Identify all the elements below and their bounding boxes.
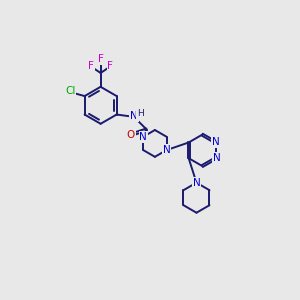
Text: F: F xyxy=(88,61,94,71)
Text: Cl: Cl xyxy=(65,86,75,96)
Text: F: F xyxy=(107,61,113,71)
Text: F: F xyxy=(98,54,103,64)
Text: N: N xyxy=(163,145,170,155)
Text: H: H xyxy=(137,109,144,118)
Text: N: N xyxy=(140,132,147,142)
Text: N: N xyxy=(212,137,220,148)
Text: N: N xyxy=(130,111,138,122)
Text: O: O xyxy=(127,130,135,140)
Text: N: N xyxy=(213,153,221,163)
Text: N: N xyxy=(193,178,200,188)
